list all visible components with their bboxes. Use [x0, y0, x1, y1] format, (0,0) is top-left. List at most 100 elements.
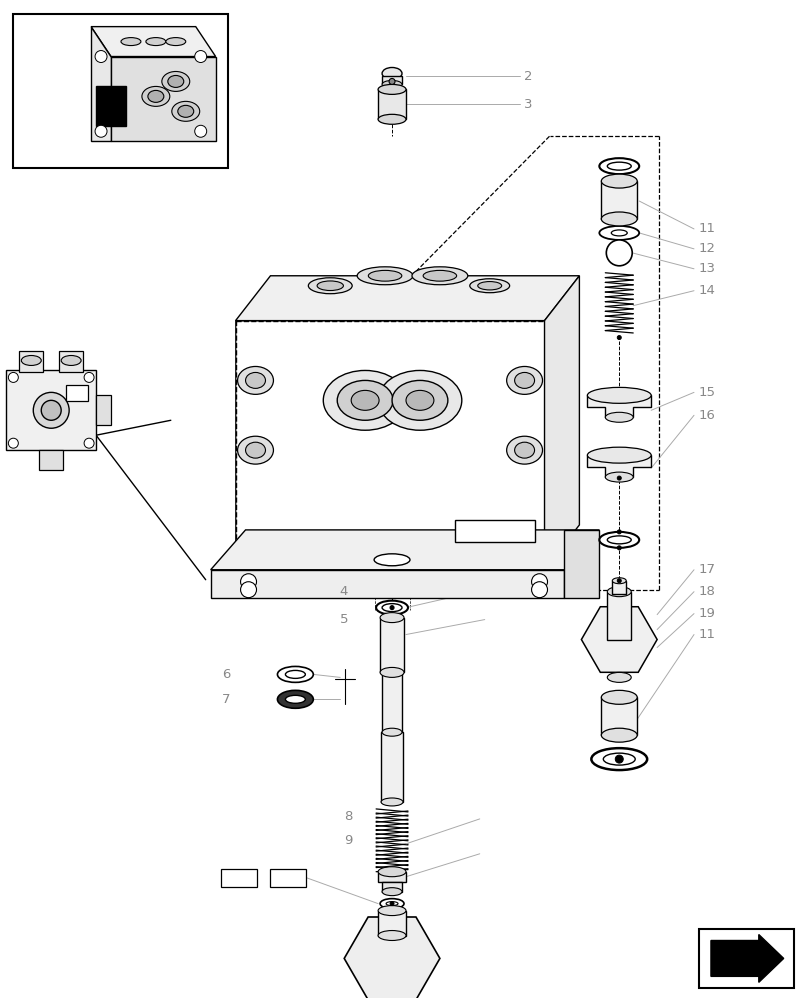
Ellipse shape — [146, 38, 165, 46]
Polygon shape — [210, 530, 599, 570]
Bar — [378, 89, 406, 119]
Circle shape — [95, 51, 107, 63]
Ellipse shape — [382, 888, 401, 896]
Ellipse shape — [337, 380, 393, 420]
Ellipse shape — [607, 536, 630, 544]
Text: 6: 6 — [222, 668, 230, 681]
Text: 14: 14 — [698, 284, 715, 297]
Ellipse shape — [380, 899, 404, 909]
Ellipse shape — [378, 906, 406, 916]
Polygon shape — [544, 276, 579, 570]
Text: 18: 18 — [698, 585, 715, 598]
Ellipse shape — [423, 270, 456, 281]
Circle shape — [616, 391, 620, 395]
Ellipse shape — [599, 226, 638, 240]
Ellipse shape — [514, 372, 534, 388]
Circle shape — [8, 438, 19, 448]
Ellipse shape — [607, 672, 630, 682]
Circle shape — [616, 546, 620, 550]
Polygon shape — [586, 395, 650, 417]
Ellipse shape — [277, 690, 313, 708]
Ellipse shape — [378, 84, 406, 94]
Text: 5: 5 — [339, 613, 348, 626]
Circle shape — [8, 372, 19, 382]
Ellipse shape — [172, 101, 200, 121]
Ellipse shape — [168, 75, 183, 87]
Circle shape — [195, 125, 207, 137]
Ellipse shape — [599, 532, 638, 548]
Ellipse shape — [357, 267, 413, 285]
Ellipse shape — [611, 230, 626, 236]
Ellipse shape — [406, 390, 433, 410]
Ellipse shape — [601, 728, 637, 742]
Ellipse shape — [378, 867, 406, 877]
Ellipse shape — [378, 114, 406, 124]
Text: 20: 20 — [281, 873, 295, 883]
Ellipse shape — [165, 38, 186, 46]
Polygon shape — [235, 321, 544, 570]
Ellipse shape — [350, 390, 379, 410]
Text: 17: 17 — [698, 563, 715, 576]
Bar — [210, 570, 564, 598]
Ellipse shape — [604, 412, 633, 422]
Ellipse shape — [368, 270, 401, 281]
Ellipse shape — [323, 370, 406, 430]
Ellipse shape — [375, 601, 407, 615]
Circle shape — [240, 582, 256, 598]
Ellipse shape — [382, 604, 401, 612]
Ellipse shape — [245, 372, 265, 388]
Bar — [270, 869, 306, 887]
Circle shape — [616, 336, 620, 340]
Polygon shape — [586, 455, 650, 477]
Bar — [380, 732, 402, 802]
Bar — [382, 672, 401, 732]
Circle shape — [616, 530, 620, 534]
Ellipse shape — [382, 67, 401, 79]
Polygon shape — [235, 276, 579, 321]
Bar — [66, 385, 88, 401]
Ellipse shape — [378, 931, 406, 940]
Ellipse shape — [590, 748, 646, 770]
Ellipse shape — [411, 267, 467, 285]
Ellipse shape — [382, 80, 401, 88]
Polygon shape — [111, 57, 216, 141]
Ellipse shape — [601, 212, 637, 226]
Text: 13: 13 — [698, 262, 715, 275]
Polygon shape — [564, 530, 599, 598]
Polygon shape — [91, 27, 111, 141]
Circle shape — [41, 400, 61, 420]
Bar — [454, 520, 534, 542]
Circle shape — [195, 51, 207, 63]
Ellipse shape — [477, 282, 501, 290]
Ellipse shape — [607, 162, 630, 170]
Bar — [221, 869, 256, 887]
Ellipse shape — [514, 442, 534, 458]
Circle shape — [388, 78, 394, 84]
Text: 15: 15 — [698, 386, 715, 399]
Ellipse shape — [506, 366, 542, 394]
Bar — [382, 76, 401, 84]
Circle shape — [616, 579, 620, 583]
Text: 16: 16 — [698, 409, 715, 422]
Ellipse shape — [599, 158, 638, 174]
Text: 3: 3 — [523, 98, 531, 111]
Ellipse shape — [61, 355, 81, 365]
Ellipse shape — [607, 587, 630, 597]
Text: 8: 8 — [343, 810, 352, 823]
Bar — [378, 872, 406, 882]
Text: 9: 9 — [343, 834, 352, 847]
Ellipse shape — [601, 174, 637, 188]
Text: 1: 1 — [69, 388, 75, 398]
Circle shape — [84, 372, 94, 382]
Ellipse shape — [308, 278, 352, 294]
Bar — [611, 581, 625, 594]
Bar — [19, 351, 43, 372]
Ellipse shape — [148, 90, 164, 102]
Bar — [59, 351, 83, 372]
Ellipse shape — [382, 728, 401, 736]
Ellipse shape — [21, 355, 41, 365]
Ellipse shape — [142, 86, 169, 106]
Ellipse shape — [238, 436, 273, 464]
Ellipse shape — [238, 366, 273, 394]
Ellipse shape — [178, 105, 194, 117]
